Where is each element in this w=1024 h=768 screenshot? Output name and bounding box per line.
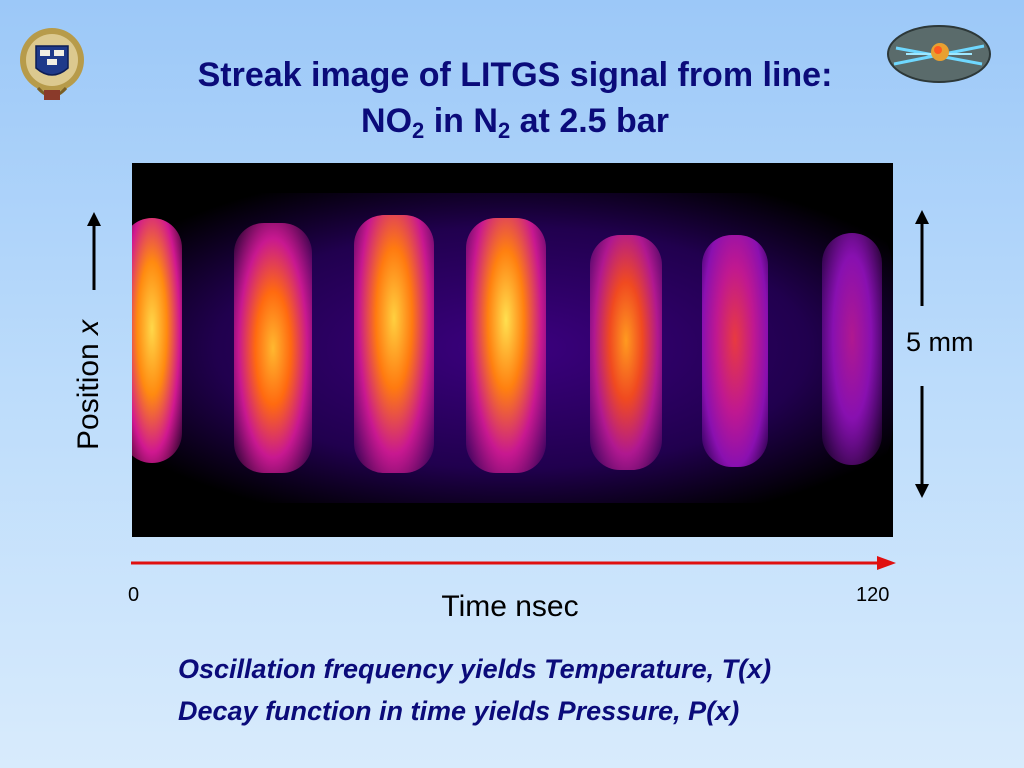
streak-band-6 <box>702 235 768 467</box>
streak-band-5 <box>590 235 662 470</box>
title-line-2: NO2 in N2 at 2.5 bar <box>100 98 930 144</box>
university-crest-icon <box>18 22 88 104</box>
streak-band-4 <box>466 218 546 473</box>
title-end: at 2.5 bar <box>510 102 669 140</box>
time-axis-arrow <box>131 556 896 570</box>
gas-flow-logo-icon <box>886 24 992 84</box>
scale-bar-arrows <box>915 210 929 498</box>
title-line-1: Streak image of LITGS signal from line: <box>197 56 833 94</box>
slide-title: Streak image of LITGS signal from line: … <box>100 52 930 144</box>
streak-band-7 <box>822 233 882 465</box>
caption-line-1: Oscillation frequency yields Temperature… <box>178 654 772 684</box>
streak-band-3 <box>354 215 434 473</box>
streak-band-2 <box>234 223 312 473</box>
caption: Oscillation frequency yields Temperature… <box>178 648 771 732</box>
y-axis-label-text: Position <box>72 334 105 450</box>
y-axis-variable: x <box>72 319 105 335</box>
title-n-subscript: 2 <box>497 118 511 143</box>
y-axis-arrow <box>87 212 101 290</box>
caption-line-2: Decay function in time yields Pressure, … <box>178 696 740 726</box>
time-tick-start: 0 <box>128 584 140 606</box>
title-no: NO <box>361 102 413 140</box>
streak-image <box>132 163 893 537</box>
x-axis-label: Time nsec <box>441 590 579 623</box>
title-no-subscript: 2 <box>412 118 425 143</box>
time-tick-end: 120 <box>856 584 890 606</box>
title-mid: in N <box>424 102 498 140</box>
streak-band-1 <box>132 218 182 463</box>
scale-label: 5 mm <box>906 327 974 357</box>
